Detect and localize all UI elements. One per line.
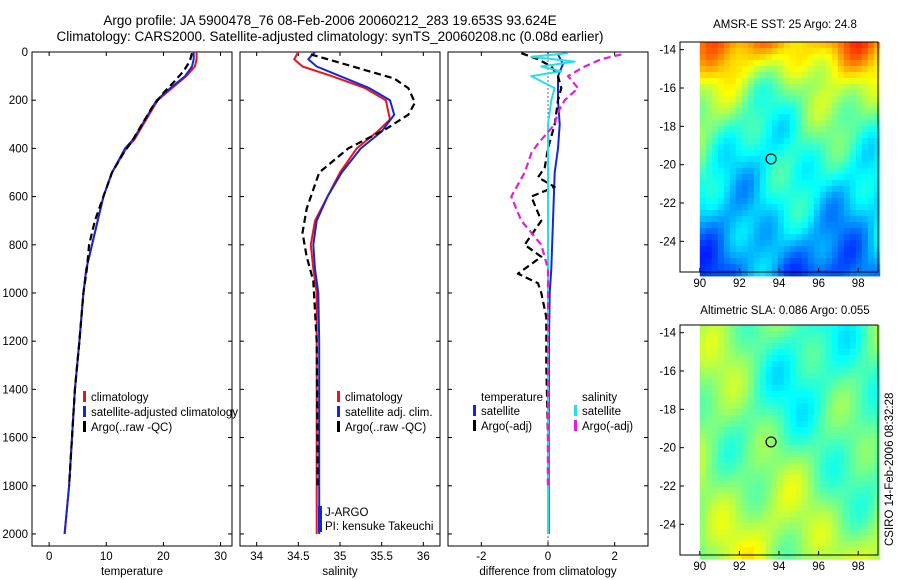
sla_map-ytick-label: -22 xyxy=(659,481,676,493)
sla_map-ytick-label: -16 xyxy=(659,366,676,378)
salinity-legend-1-label: satellite adj. clim. xyxy=(345,407,433,419)
sst_map-ytick-label: -20 xyxy=(659,160,676,172)
sst_map-ytick-label: -16 xyxy=(659,83,676,95)
salinity-series-satellite-adj-clim- xyxy=(307,52,396,534)
annotation-marker xyxy=(318,506,322,532)
temperature-legend-0-label: climatology xyxy=(91,392,149,404)
sla_map-ytick-label: -14 xyxy=(659,328,676,340)
sla_map-ytick-label: -24 xyxy=(659,519,676,531)
temperature-xtick-label: 10 xyxy=(100,551,113,563)
figure-title-line1: Argo profile: JA 5900478_76 08-Feb-2006 … xyxy=(103,13,557,28)
sla_map-ytick-label: -20 xyxy=(659,443,676,455)
depth-tick-label: 600 xyxy=(9,192,28,204)
salinity-legend-0-label: climatology xyxy=(345,392,403,404)
temperature-legend-1-swatch xyxy=(83,406,86,417)
difference-legend-sal-argo-swatch xyxy=(574,420,577,431)
sla_map-xtick-label: 98 xyxy=(852,561,865,573)
salinity-legend-0-swatch xyxy=(337,391,340,402)
temperature-xtick-label: 20 xyxy=(157,551,170,563)
salinity-xtick-label: 35 xyxy=(334,551,347,563)
salinity-xlabel: salinity xyxy=(322,566,357,578)
depth-tick-label: 2000 xyxy=(2,529,28,541)
sst-map-panel: 90 92 94 96 98 -14 -16 -18 -20 -22 -24 xyxy=(659,41,881,290)
sst_map-xtick-label: 98 xyxy=(852,278,865,290)
sla_map-xtick-label: 96 xyxy=(812,561,825,573)
sst_map-xtick-label: 96 xyxy=(812,278,825,290)
salinity-xtick-label: 34 xyxy=(250,551,263,563)
difference-legend-header-salinity: salinity xyxy=(582,392,617,404)
difference-xlabel: difference from climatology xyxy=(479,566,616,578)
temperature-xtick-label: 0 xyxy=(46,551,52,563)
difference-legend-temp-satellite-label: satellite xyxy=(481,406,520,418)
depth-tick-label: 1000 xyxy=(2,288,28,300)
depth-tick-label: 1400 xyxy=(2,384,28,396)
depth-tick-label: 0 xyxy=(22,47,28,59)
difference-legend-header-temperature: temperature xyxy=(481,392,543,404)
sst_map-xtick-label: 94 xyxy=(773,278,786,290)
sst_map-ytick-label: -18 xyxy=(659,121,676,133)
salinity-legend-1-swatch xyxy=(337,406,340,417)
salinity-series-argo-raw-qc- xyxy=(301,53,417,486)
temperature-xtick-label: 30 xyxy=(214,551,227,563)
depth-tick-label: 1600 xyxy=(2,433,28,445)
difference-legend-temp-argo-swatch xyxy=(473,420,476,431)
temperature-legend-2-swatch xyxy=(83,421,86,432)
salinity-legend-2-swatch xyxy=(337,421,340,432)
difference-series-temperature-argo-adj- xyxy=(516,52,563,486)
sst_map-xtick-label: 90 xyxy=(693,278,706,290)
sla_map-cells xyxy=(699,325,881,560)
difference-xtick-label: 2 xyxy=(611,551,617,563)
sst_map-xtick-label: 92 xyxy=(733,278,746,290)
salinity-frame xyxy=(239,51,441,547)
difference-xtick-label: -2 xyxy=(476,551,486,563)
sla_map-xtick-label: 94 xyxy=(773,561,786,573)
sla_map-ytick-label: -18 xyxy=(659,404,676,416)
temperature-legend-0-swatch xyxy=(83,391,86,402)
sla-map-title: Altimetric SLA: 0.086 Argo: 0.055 xyxy=(700,305,870,317)
sla_map-xtick-label: 90 xyxy=(693,561,706,573)
difference-xtick-label: 0 xyxy=(545,551,551,563)
sst_map-ytick-label: -22 xyxy=(659,198,676,210)
sst_map-ytick-label: -14 xyxy=(659,45,676,57)
difference-series-salinity-argo-adj- xyxy=(510,53,622,486)
difference-legend-temp-satellite-swatch xyxy=(473,405,476,416)
depth-tick-label: 400 xyxy=(9,143,28,155)
difference-legend-sal-satellite-label: satellite xyxy=(582,406,621,418)
temperature-legend-2-label: Argo(..raw -QC) xyxy=(91,422,172,434)
sla_map-argo-marker xyxy=(765,436,777,448)
sst_map-argo-marker xyxy=(765,153,777,165)
depth-tick-label: 200 xyxy=(9,95,28,107)
temperature-frame xyxy=(31,51,233,547)
salinity-panel: 34 34.5 35 35.5 36 salinity climatology satelli… xyxy=(239,51,441,578)
salinity-annotation-line2: PI: kensuke Takeuchi xyxy=(325,521,433,533)
salinity-xtick-label: 34.5 xyxy=(287,551,309,563)
temperature-legend-1-label: satellite-adjusted climatology xyxy=(91,407,238,419)
difference-panel: -2 0 2 difference from climatology temperatu… xyxy=(447,51,649,578)
depth-tick-label: 1200 xyxy=(2,336,28,348)
temperature-xlabel: temperature xyxy=(101,566,163,578)
depth-tick-label: 800 xyxy=(9,240,28,252)
sst-map-title: AMSR-E SST: 25 Argo: 24.8 xyxy=(713,19,857,31)
salinity-legend-2-label: Argo(..raw -QC) xyxy=(345,422,426,434)
sst_map-ytick-label: -24 xyxy=(659,236,676,248)
figure-title-line2: Climatology: CARS2000. Satellite-adjuste… xyxy=(56,29,604,44)
salinity-xtick-label: 35.5 xyxy=(370,551,392,563)
temperature-series-argo-raw-qc- xyxy=(68,52,194,486)
sst_map-cells xyxy=(699,42,881,277)
temperature-panel: 0 10 20 30 0 200 400 600 800 1000 1200 1400 1600 1800… xyxy=(2,47,238,578)
difference-legend-sal-argo-label: Argo(-adj) xyxy=(582,421,633,433)
sla-map-panel: 90 92 94 96 98 -14 -16 -18 -20 -22 -24 xyxy=(659,324,881,573)
salinity-xtick-label: 36 xyxy=(417,551,430,563)
difference-legend-temp-argo-label: Argo(-adj) xyxy=(481,421,532,433)
difference-legend-sal-satellite-swatch xyxy=(574,405,577,416)
depth-tick-label: 1800 xyxy=(2,481,28,493)
salinity-annotation-line1: J-ARGO xyxy=(325,507,369,519)
sla_map-xtick-label: 92 xyxy=(733,561,746,573)
